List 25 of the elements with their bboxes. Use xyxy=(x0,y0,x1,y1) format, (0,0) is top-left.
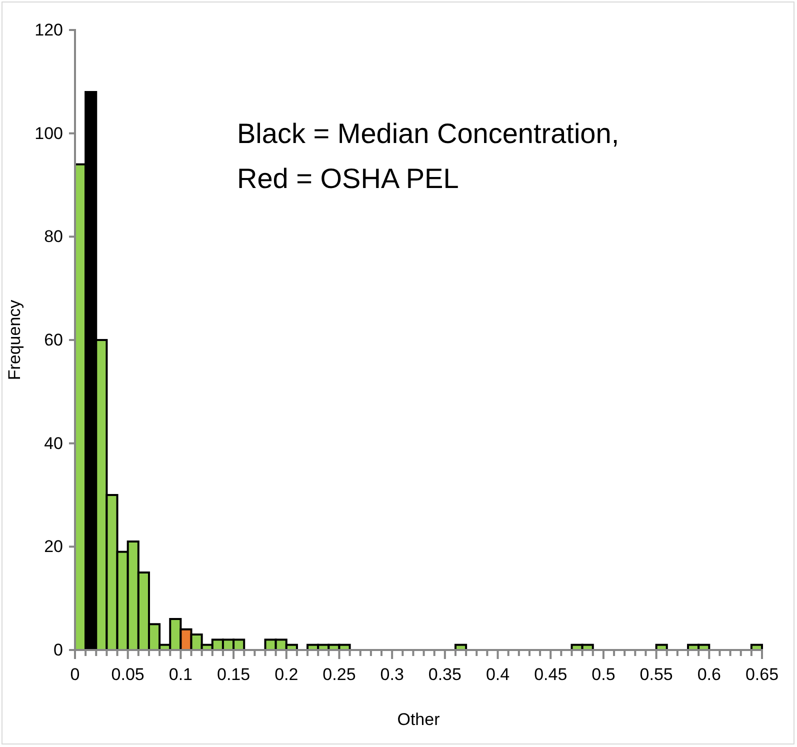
y-tick-label: 100 xyxy=(34,124,63,143)
x-tick-label: 0.4 xyxy=(486,665,510,684)
x-axis-title: Other xyxy=(397,710,440,729)
x-tick-label: 0.1 xyxy=(168,665,193,684)
x-tick-label: 0.6 xyxy=(697,665,721,684)
annotation: Red = OSHA PEL xyxy=(237,163,459,194)
x-tick-label: 0.35 xyxy=(428,665,462,684)
x-tick-label: 0 xyxy=(70,665,80,684)
x-tick-label: 0.05 xyxy=(111,665,144,684)
x-tick-label: 0.65 xyxy=(745,665,779,684)
y-tick-label: 120 xyxy=(34,20,63,40)
x-tick-label: 0.5 xyxy=(592,665,616,684)
y-tick-label: 20 xyxy=(44,537,63,556)
x-tick-label: 0.55 xyxy=(640,665,673,684)
y-tick-label: 0 xyxy=(54,640,63,660)
x-tick-label: 0.2 xyxy=(274,665,298,684)
y-tick-label: 40 xyxy=(44,434,63,453)
x-tick-label: 0.45 xyxy=(534,665,568,684)
annotation: Black = Median Concentration, xyxy=(237,118,620,149)
y-tick-label: 80 xyxy=(44,227,63,246)
x-tick-label: 0.3 xyxy=(380,665,404,684)
x-tick-label: 0.15 xyxy=(216,665,250,684)
y-axis-title: Frequency xyxy=(5,299,24,380)
x-tick-label: 0.25 xyxy=(322,665,356,684)
y-tick-label: 60 xyxy=(44,330,63,350)
